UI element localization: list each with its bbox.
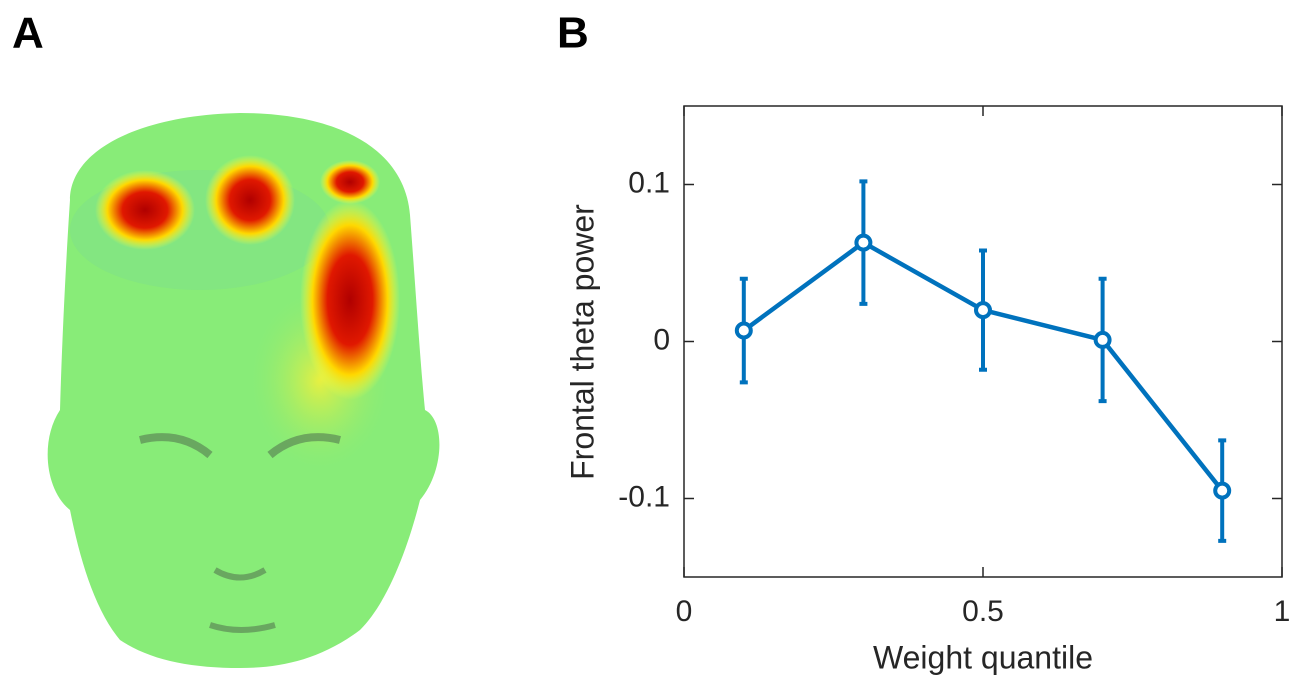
data-point — [1213, 481, 1232, 500]
head-image — [47, 113, 440, 668]
x-axis-label: Weight quantile — [873, 639, 1093, 675]
panel-label: A — [12, 9, 44, 58]
panel-label: B — [557, 9, 589, 58]
y-tick-label: 0 — [653, 323, 670, 356]
data-point — [854, 233, 873, 252]
x-tick-label: 0.5 — [962, 595, 1004, 628]
y-tick-label: 0.1 — [628, 166, 670, 199]
x-tick-label: 1 — [1274, 595, 1291, 628]
y-axis-label: Frontal theta power — [564, 204, 600, 480]
y-tick-label: -0.1 — [618, 480, 670, 513]
data-point — [974, 301, 992, 320]
data-point — [1093, 330, 1112, 349]
x-tick-label: 0 — [676, 595, 693, 628]
data-point — [734, 321, 753, 340]
chart: Weight quantile Frontal theta power — [564, 105, 1283, 675]
